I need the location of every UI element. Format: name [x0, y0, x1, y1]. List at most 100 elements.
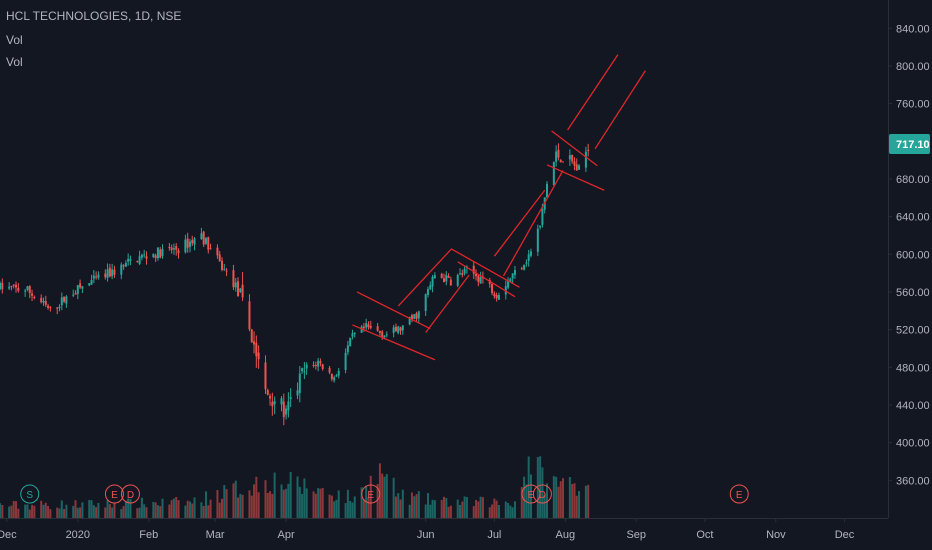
candle-body [353, 333, 356, 335]
candle-body [303, 371, 306, 373]
event-marker-d[interactable]: D [120, 484, 140, 504]
volume-bar [250, 495, 253, 518]
candle-body [253, 341, 256, 345]
candle-body [507, 281, 510, 288]
candle-body [257, 352, 260, 360]
volume-bar [319, 488, 322, 518]
candle-body [44, 300, 47, 305]
volume-bar [360, 487, 363, 518]
event-marker-e[interactable]: E [729, 484, 749, 504]
trendline[interactable] [493, 189, 546, 257]
candle-body [145, 256, 148, 259]
volume-bar [129, 499, 132, 518]
volume-bar [239, 493, 242, 518]
candle-body [271, 401, 274, 407]
candle-body [529, 251, 532, 256]
candle-body [301, 368, 304, 372]
candle-body [527, 254, 530, 261]
candle-body [111, 269, 114, 277]
candle-body [106, 269, 109, 278]
volume-bar [223, 485, 226, 518]
candle-body [74, 293, 77, 295]
trendline[interactable] [546, 164, 605, 191]
volume-bar [127, 498, 130, 518]
volume-bar [0, 503, 1, 518]
trendline[interactable] [567, 54, 619, 131]
candle-body [0, 282, 1, 290]
event-marker-label: E [528, 490, 535, 501]
candle-body [472, 265, 475, 274]
trendline[interactable] [450, 248, 520, 288]
event-marker-label: S [26, 490, 33, 501]
trendline[interactable] [457, 261, 516, 298]
candle-body [383, 335, 386, 338]
volume-bar [447, 506, 450, 518]
volume-bar [12, 501, 15, 518]
price-axis[interactable]: 360.00 400.00 440.00 480.00 520.00 560.00 600.… [888, 0, 932, 550]
volume-bar [509, 505, 512, 518]
candle-body [573, 161, 576, 166]
candle-body [152, 254, 155, 257]
candle-body [305, 364, 308, 369]
volume-bar [218, 502, 221, 518]
trendline[interactable] [352, 324, 436, 361]
volume-indicator-label[interactable]: Vol [6, 33, 23, 47]
candle-body [397, 326, 400, 334]
candle-body [424, 294, 427, 311]
candle-body [312, 364, 315, 366]
time-axis[interactable]: Dec 2020 Feb Mar Apr Jun Jul Aug Sep Oct Nov Dec [0, 518, 932, 550]
trendline[interactable] [425, 274, 470, 333]
volume-bar [443, 496, 445, 518]
trendline[interactable] [502, 170, 564, 277]
candle-body [95, 276, 98, 278]
candle-body [282, 401, 285, 418]
trendline[interactable] [594, 70, 646, 150]
volume-bar [186, 500, 189, 518]
candle-body [31, 293, 34, 296]
candle-body [234, 282, 237, 288]
volume-bar [191, 503, 194, 518]
volume-bar [392, 477, 395, 518]
candle-body [399, 327, 402, 331]
time-tick-label: Feb [139, 529, 158, 541]
volume-bar [204, 491, 207, 518]
volume-bar [571, 484, 574, 518]
candle-body [285, 408, 288, 415]
volume-bar [337, 490, 340, 518]
time-tick-label: Jun [417, 529, 435, 541]
candle-body [24, 290, 27, 292]
time-tick-label: Nov [766, 529, 786, 541]
volume-bar [95, 507, 98, 518]
volume-indicator-label-2[interactable]: Vol [6, 55, 23, 69]
candle-body [525, 262, 528, 264]
event-marker-circle [20, 484, 40, 504]
time-tick-label: Apr [278, 529, 295, 541]
volume-bar [417, 491, 420, 518]
trendlines[interactable] [352, 54, 646, 361]
candlesticks [0, 143, 590, 426]
volume-bar [488, 507, 491, 518]
trendline[interactable] [551, 130, 598, 167]
volume-bar [108, 504, 111, 518]
volume-bar [303, 478, 306, 518]
candle-body [241, 284, 244, 298]
time-tick-label: Jul [487, 529, 501, 541]
candle-body [10, 286, 13, 288]
event-marker-d[interactable]: D [532, 484, 552, 504]
event-marker-e[interactable]: E [104, 484, 124, 504]
candle-body [127, 258, 130, 262]
candle-body [449, 279, 452, 286]
event-marker-e[interactable]: E [521, 484, 541, 504]
event-marker-s[interactable]: S [20, 484, 40, 504]
volume-bar [65, 504, 68, 518]
volume-bar [305, 488, 308, 518]
trendline[interactable] [356, 291, 431, 330]
volume-bar [401, 489, 404, 518]
candle-body [177, 250, 180, 254]
event-marker-e[interactable]: E [361, 484, 381, 504]
volume-bar [271, 493, 274, 518]
trendline[interactable] [397, 249, 452, 307]
candle-body [330, 373, 333, 380]
